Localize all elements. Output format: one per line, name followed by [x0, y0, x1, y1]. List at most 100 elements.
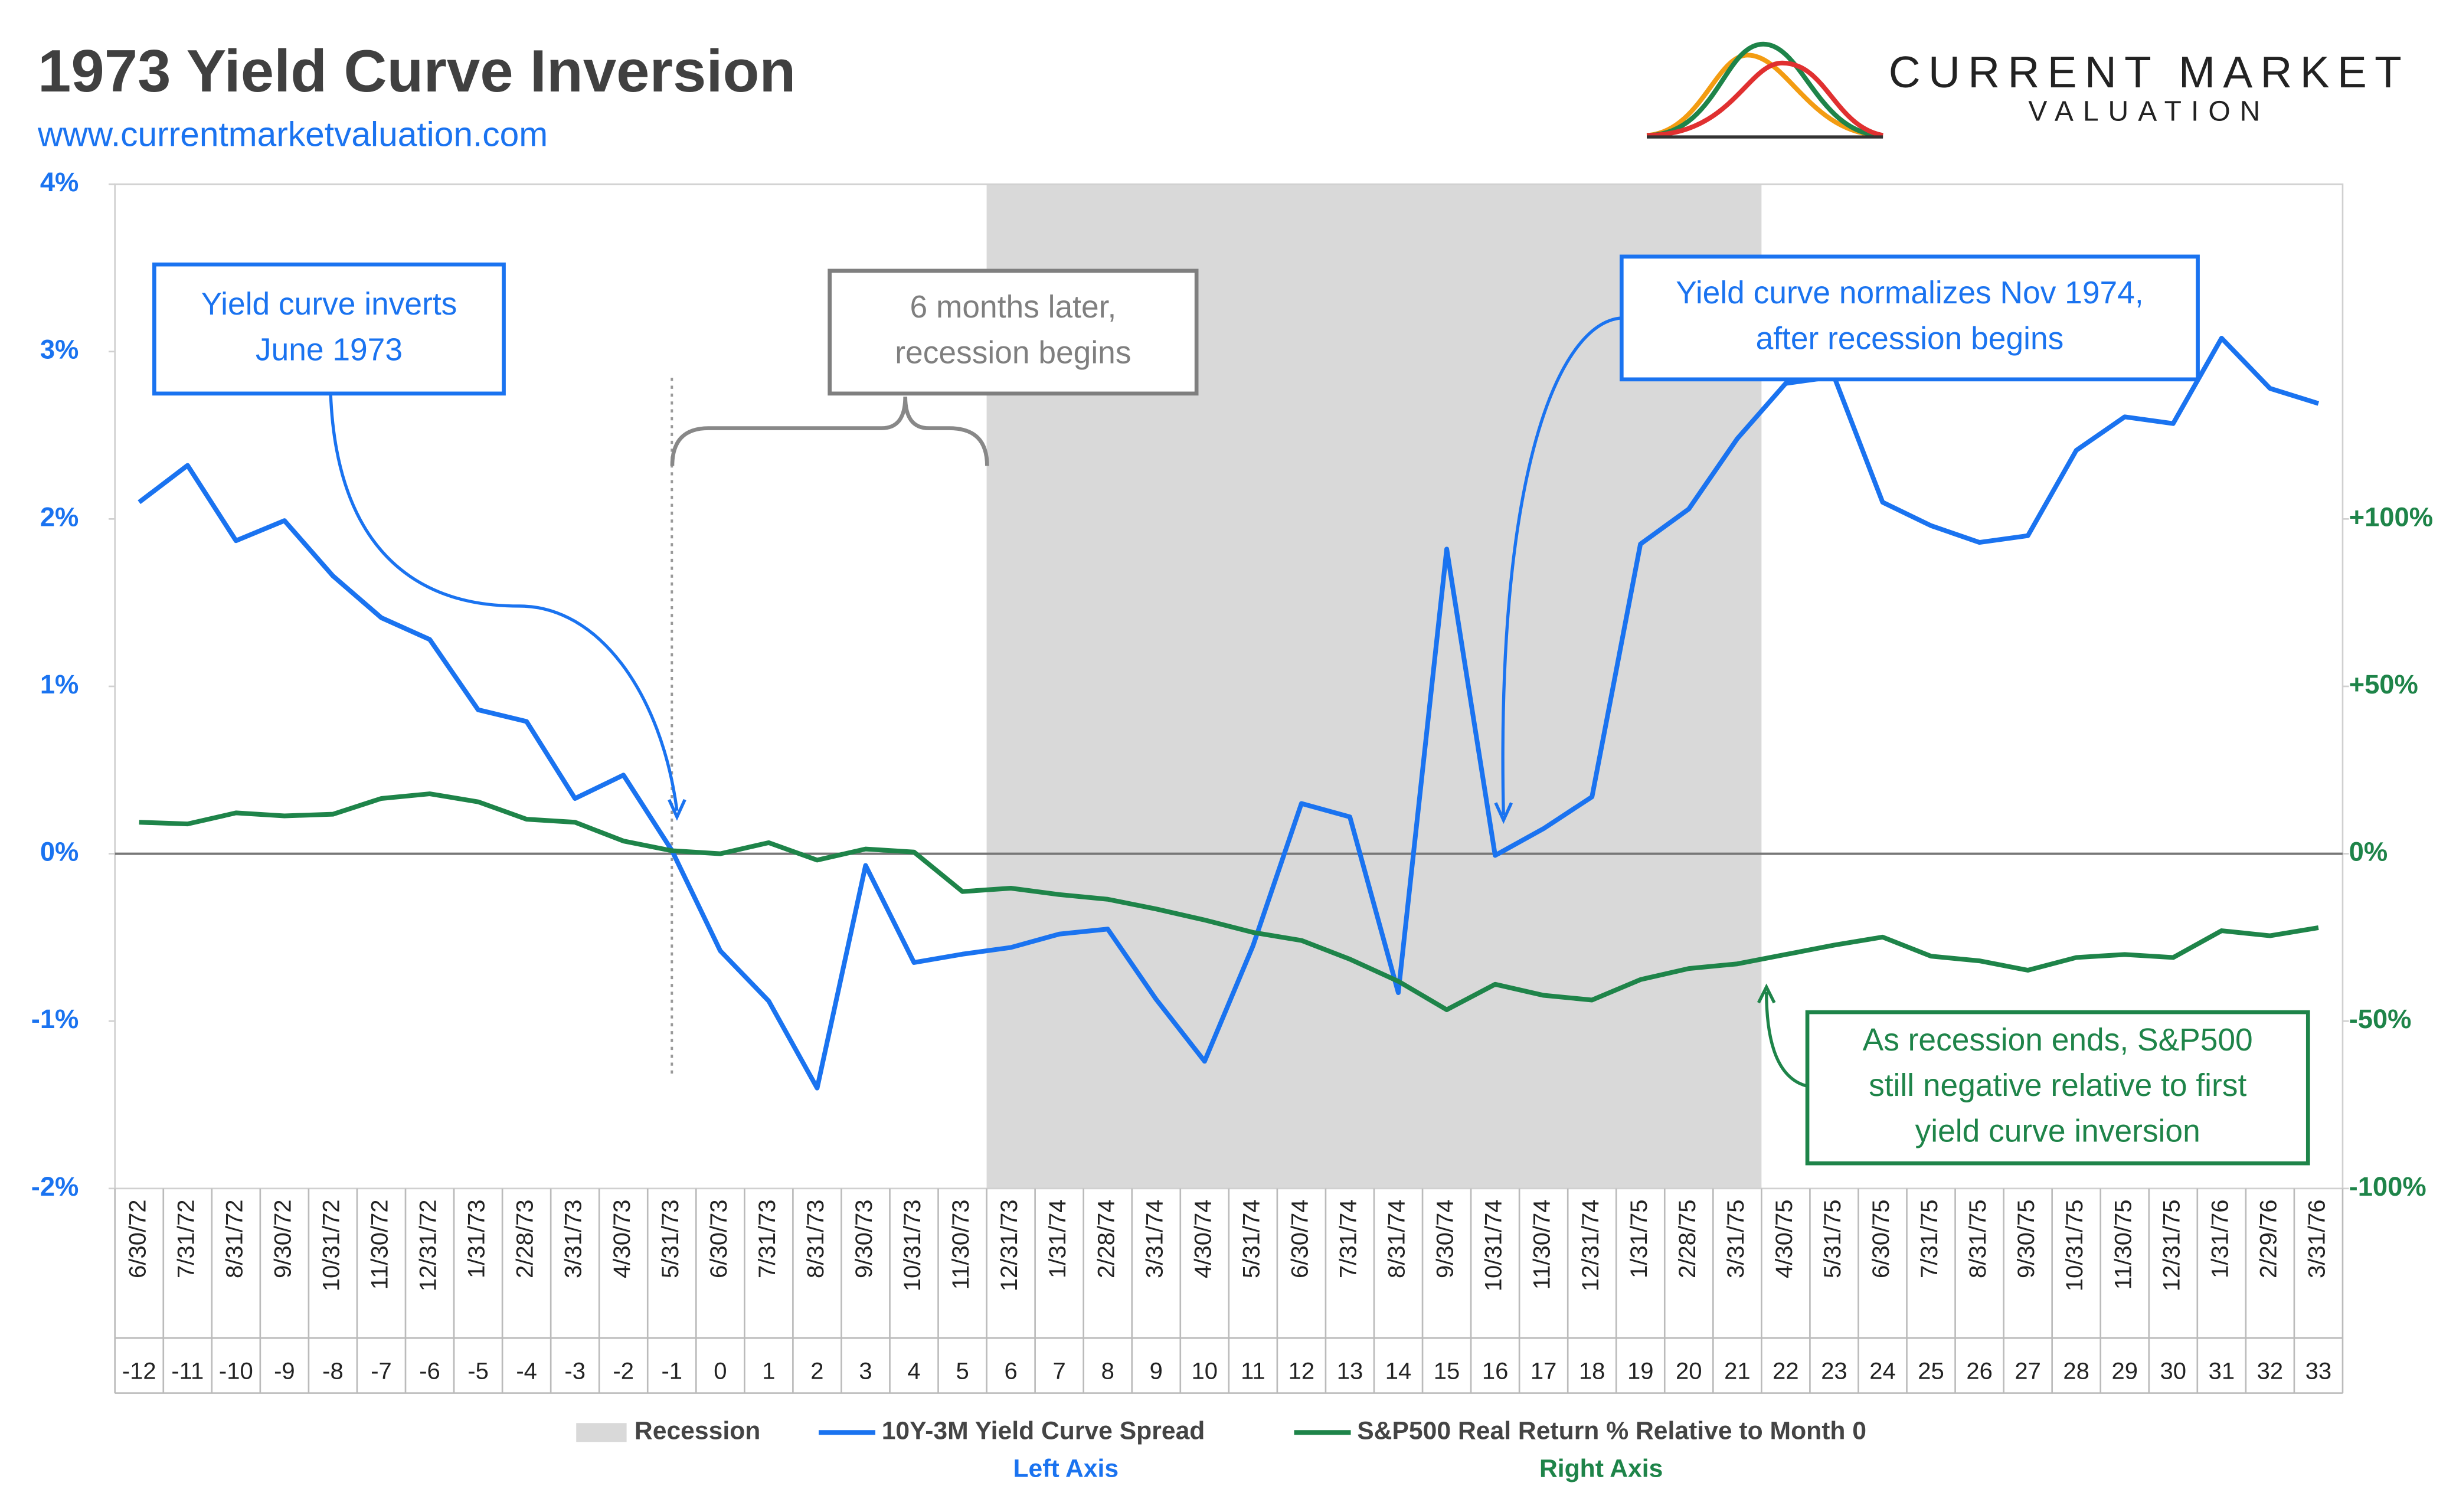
arrowhead	[1494, 802, 1513, 824]
x-tick-label: 1/31/76	[2207, 1200, 2233, 1278]
annotation-text: As recession ends, S&P500	[1863, 1023, 2253, 1058]
month-label: 23	[1821, 1358, 1847, 1384]
month-label: 7	[1053, 1358, 1066, 1384]
annotation-text: Yield curve inverts	[201, 287, 457, 322]
month-label: 8	[1101, 1358, 1114, 1384]
arrow	[1765, 991, 1808, 1088]
annotation-text: yield curve inversion	[1915, 1114, 2200, 1149]
y-tick-label: 0%	[40, 837, 79, 867]
y-tick-label: 1%	[40, 669, 79, 699]
month-label: 27	[2014, 1358, 2041, 1384]
month-label: 32	[2257, 1358, 2283, 1384]
annotation-box	[1619, 254, 2200, 382]
month-label: 10	[1192, 1358, 1218, 1384]
month-label: 18	[1579, 1358, 1605, 1384]
x-tick-label: 2/29/76	[2255, 1200, 2281, 1278]
x-tick-label: 9/30/74	[1433, 1200, 1458, 1278]
legend-note: Right Axis	[1539, 1455, 1663, 1483]
x-tick-label: 9/30/72	[270, 1200, 296, 1278]
annotation-text: still negative relative to first	[1869, 1068, 2246, 1103]
x-tick-label: 9/30/73	[851, 1200, 877, 1278]
month-label: 22	[1772, 1358, 1799, 1384]
y2-tick-label: +100%	[2349, 502, 2433, 532]
chart-title: 1973 Yield Curve Inversion	[38, 38, 796, 104]
x-tick-label: 2/28/74	[1093, 1200, 1119, 1278]
x-tick-label: 3/31/75	[1723, 1200, 1749, 1278]
annotation-box	[828, 269, 1199, 396]
x-tick-label: 12/31/72	[416, 1200, 442, 1292]
annotation-box	[152, 262, 506, 396]
y2-tick-label: 0%	[2349, 837, 2388, 867]
x-tick-label: 3/31/76	[2304, 1200, 2330, 1278]
month-label: 14	[1385, 1358, 1412, 1384]
month-label: -11	[171, 1358, 204, 1384]
arrowhead	[668, 798, 686, 821]
x-tick-label: 5/31/75	[1820, 1200, 1846, 1278]
month-label: -5	[467, 1358, 489, 1384]
month-label: 15	[1434, 1358, 1460, 1384]
month-label: 26	[1966, 1358, 1993, 1384]
x-tick-label: 10/31/74	[1481, 1200, 1507, 1292]
x-tick-label: 11/30/75	[2110, 1200, 2136, 1290]
logo-text: CURRENT MARKET	[1889, 47, 2409, 97]
x-tick-label: 11/30/73	[948, 1200, 974, 1290]
legend-label: S&P500 Real Return % Relative to Month 0	[1357, 1417, 1866, 1445]
legend-label: 10Y-3M Yield Curve Spread	[882, 1417, 1205, 1445]
x-tick-label: 7/31/72	[173, 1200, 199, 1278]
month-label: 21	[1724, 1358, 1751, 1384]
x-tick-label: 11/30/74	[1529, 1200, 1555, 1290]
arrowhead	[1757, 983, 1776, 1004]
x-tick-label: 1/31/74	[1045, 1200, 1071, 1278]
legend-note: Left Axis	[1013, 1455, 1119, 1483]
x-tick-label: 12/31/75	[2159, 1200, 2184, 1292]
chart-subtitle: www.currentmarketvaluation.com	[37, 116, 548, 154]
x-tick-label: 4/30/73	[609, 1200, 635, 1278]
month-label: 4	[907, 1358, 920, 1384]
x-tick-label: 8/31/72	[221, 1200, 247, 1278]
x-tick-label: 1/31/73	[464, 1200, 490, 1278]
x-tick-label: 7/31/75	[1917, 1200, 1942, 1278]
legend-swatch	[576, 1423, 627, 1442]
month-label: 28	[2063, 1358, 2089, 1384]
x-tick-label: 4/30/74	[1190, 1200, 1216, 1278]
month-label: 16	[1482, 1358, 1509, 1384]
arrow	[1501, 316, 1622, 816]
annotation-text: Yield curve normalizes Nov 1974,	[1676, 276, 2143, 310]
month-label: 17	[1530, 1358, 1557, 1384]
month-label: 13	[1337, 1358, 1363, 1384]
annotation-text: June 1973	[256, 332, 403, 367]
annotation-text: after recession begins	[1756, 322, 2064, 356]
month-label: -12	[122, 1358, 156, 1384]
x-tick-label: 5/31/73	[658, 1200, 684, 1278]
month-label: -1	[661, 1358, 682, 1384]
y-tick-label: 3%	[40, 335, 79, 365]
x-tick-label: 9/30/75	[2013, 1200, 2039, 1278]
month-label: 0	[714, 1358, 727, 1384]
logo-icon	[1646, 41, 1883, 139]
month-label: -2	[613, 1358, 634, 1384]
x-tick-label: 12/31/74	[1578, 1200, 1604, 1292]
month-label: 30	[2160, 1358, 2187, 1384]
arrow	[329, 393, 679, 811]
month-label: 33	[2305, 1358, 2332, 1384]
series-line	[139, 791, 2319, 1012]
month-label: 6	[1004, 1358, 1017, 1384]
month-label: -6	[419, 1358, 440, 1384]
x-tick-label: 6/30/73	[706, 1200, 732, 1278]
x-tick-label: 2/28/75	[1675, 1200, 1700, 1278]
x-tick-label: 4/30/75	[1771, 1200, 1797, 1278]
month-label: 11	[1241, 1358, 1265, 1384]
x-tick-label: 6/30/74	[1287, 1200, 1313, 1278]
month-label: 19	[1627, 1358, 1654, 1384]
month-label: 20	[1676, 1358, 1702, 1384]
month-label: 12	[1288, 1358, 1315, 1384]
x-tick-label: 3/31/74	[1142, 1200, 1168, 1278]
x-tick-label: 8/31/73	[803, 1200, 829, 1278]
x-tick-label: 10/31/73	[900, 1200, 926, 1292]
month-label: -7	[371, 1358, 392, 1384]
x-tick-label: 5/31/74	[1238, 1200, 1264, 1278]
annotation-text: recession begins	[895, 336, 1131, 371]
y-tick-label: -2%	[31, 1171, 79, 1202]
